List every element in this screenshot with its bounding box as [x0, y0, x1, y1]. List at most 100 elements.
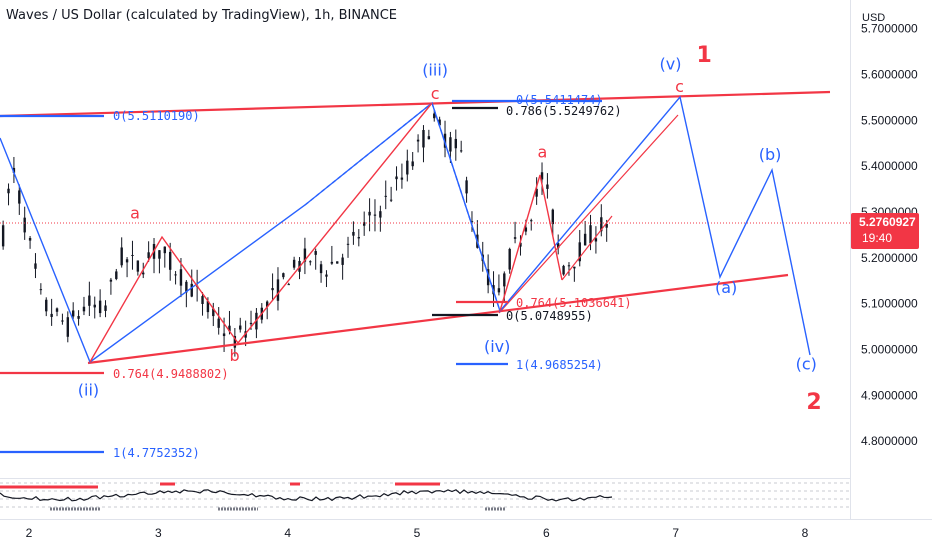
y-tick-label: 4.8000000 — [861, 434, 918, 448]
candle-body — [556, 243, 560, 249]
candle-body — [233, 335, 237, 348]
candle-body — [546, 184, 549, 189]
wave-label: (iii) — [422, 60, 448, 79]
fib-level-label: 0.786(5.5249762) — [506, 104, 622, 118]
candle-body — [168, 251, 172, 270]
wave-label: (iv) — [484, 337, 510, 356]
candle-body — [368, 211, 371, 216]
y-tick-label: 4.9000000 — [861, 388, 918, 402]
wedge-upper — [498, 114, 679, 314]
candle-body — [115, 271, 118, 279]
candle-body — [330, 261, 334, 264]
y-tick-label: 5.7000000 — [861, 22, 918, 36]
abc-wave-path — [499, 174, 563, 312]
candle-body — [249, 322, 253, 325]
x-tick-label: 4 — [284, 526, 291, 540]
wave-label: (b) — [759, 145, 782, 164]
candle-body — [503, 273, 506, 287]
candle-body — [427, 136, 431, 140]
wave-label: (ii) — [78, 380, 99, 399]
upper-channel-line — [0, 90, 831, 118]
fib-level-label: 0(5.5411474) — [516, 93, 603, 107]
y-tick-label: 5.2000000 — [861, 251, 918, 265]
candle-body — [583, 233, 587, 246]
wave-label: a — [538, 142, 548, 161]
candle-body — [1, 225, 5, 247]
candle-body — [45, 299, 48, 312]
candle-body — [34, 263, 37, 269]
wave-paths — [0, 95, 811, 364]
wave-label: (v) — [660, 54, 682, 73]
candle-body — [287, 284, 290, 286]
candle-body — [18, 190, 21, 204]
wave-label: (a) — [715, 278, 737, 297]
candle-body — [212, 308, 215, 317]
candle-body — [314, 251, 317, 255]
candle-body — [422, 130, 425, 148]
candle-body — [109, 279, 113, 282]
fib-level-label: 0.764(4.9488802) — [113, 367, 229, 381]
candle-body — [23, 217, 26, 233]
candle-body — [228, 325, 231, 332]
candle-body — [282, 273, 285, 278]
wave-label: 1 — [696, 43, 711, 68]
candle-body — [98, 300, 102, 314]
candle-body — [142, 272, 145, 275]
candle-body — [465, 180, 468, 194]
candle-body — [7, 188, 10, 194]
candle-body — [357, 237, 360, 239]
wave-label: c — [431, 84, 440, 103]
candle-body — [346, 243, 350, 245]
candle-body — [567, 265, 571, 267]
fib-levels: 0(5.5110190) 0(5.5411474)0.786(5.5249762)… — [0, 93, 632, 460]
y-tick-label: 5.4000000 — [861, 159, 918, 173]
wedge-lower — [561, 215, 613, 281]
candle-body — [185, 281, 188, 293]
candle-body — [222, 333, 226, 337]
candle-body — [384, 195, 387, 197]
channel-lines — [0, 90, 831, 365]
candle-body — [55, 308, 59, 312]
candle-body — [125, 259, 129, 263]
candle-body — [562, 265, 565, 275]
candle-body — [524, 227, 528, 232]
candle-body — [459, 150, 463, 152]
candle-body — [88, 295, 91, 306]
abc-wave-path — [89, 102, 433, 363]
fib-level-label: 0(5.0748955) — [506, 309, 593, 323]
candle-body — [519, 242, 522, 247]
y-tick-label: 5.0000000 — [861, 343, 918, 357]
lower-channel-line — [87, 273, 789, 365]
candle-body — [470, 221, 474, 223]
candle-body — [551, 209, 554, 225]
candle-body — [28, 237, 32, 241]
y-tick-label: 5.5000000 — [861, 113, 918, 127]
currency-label: USD — [862, 12, 885, 24]
candle-body — [292, 259, 296, 268]
candle-body — [131, 254, 134, 256]
price-badge-value: 5.2760927 — [859, 215, 916, 229]
candle-body — [174, 274, 177, 276]
x-tick-label: 8 — [802, 526, 809, 540]
price-badge-countdown: 19:40 — [862, 231, 892, 245]
candle-body — [605, 224, 608, 228]
wave-dash-segment — [304, 102, 433, 206]
y-tick-label: 5.1000000 — [861, 297, 918, 311]
price-badge — [851, 212, 919, 249]
candle-body — [66, 317, 69, 337]
candle-body — [433, 113, 436, 119]
candle-body — [77, 316, 80, 319]
candle-body — [400, 177, 404, 180]
wave-dash-segment — [431, 102, 501, 312]
candle-body — [12, 167, 16, 173]
candle-body — [190, 283, 193, 297]
candle-body — [406, 160, 409, 175]
candle-body — [271, 288, 274, 291]
candle-body — [438, 119, 441, 126]
x-tick-label: 6 — [543, 526, 550, 540]
chart-title: Waves / US Dollar (calculated by Trading… — [6, 8, 397, 23]
candle-body — [362, 222, 366, 226]
x-tick-label: 3 — [155, 526, 162, 540]
candle-body — [206, 301, 210, 313]
